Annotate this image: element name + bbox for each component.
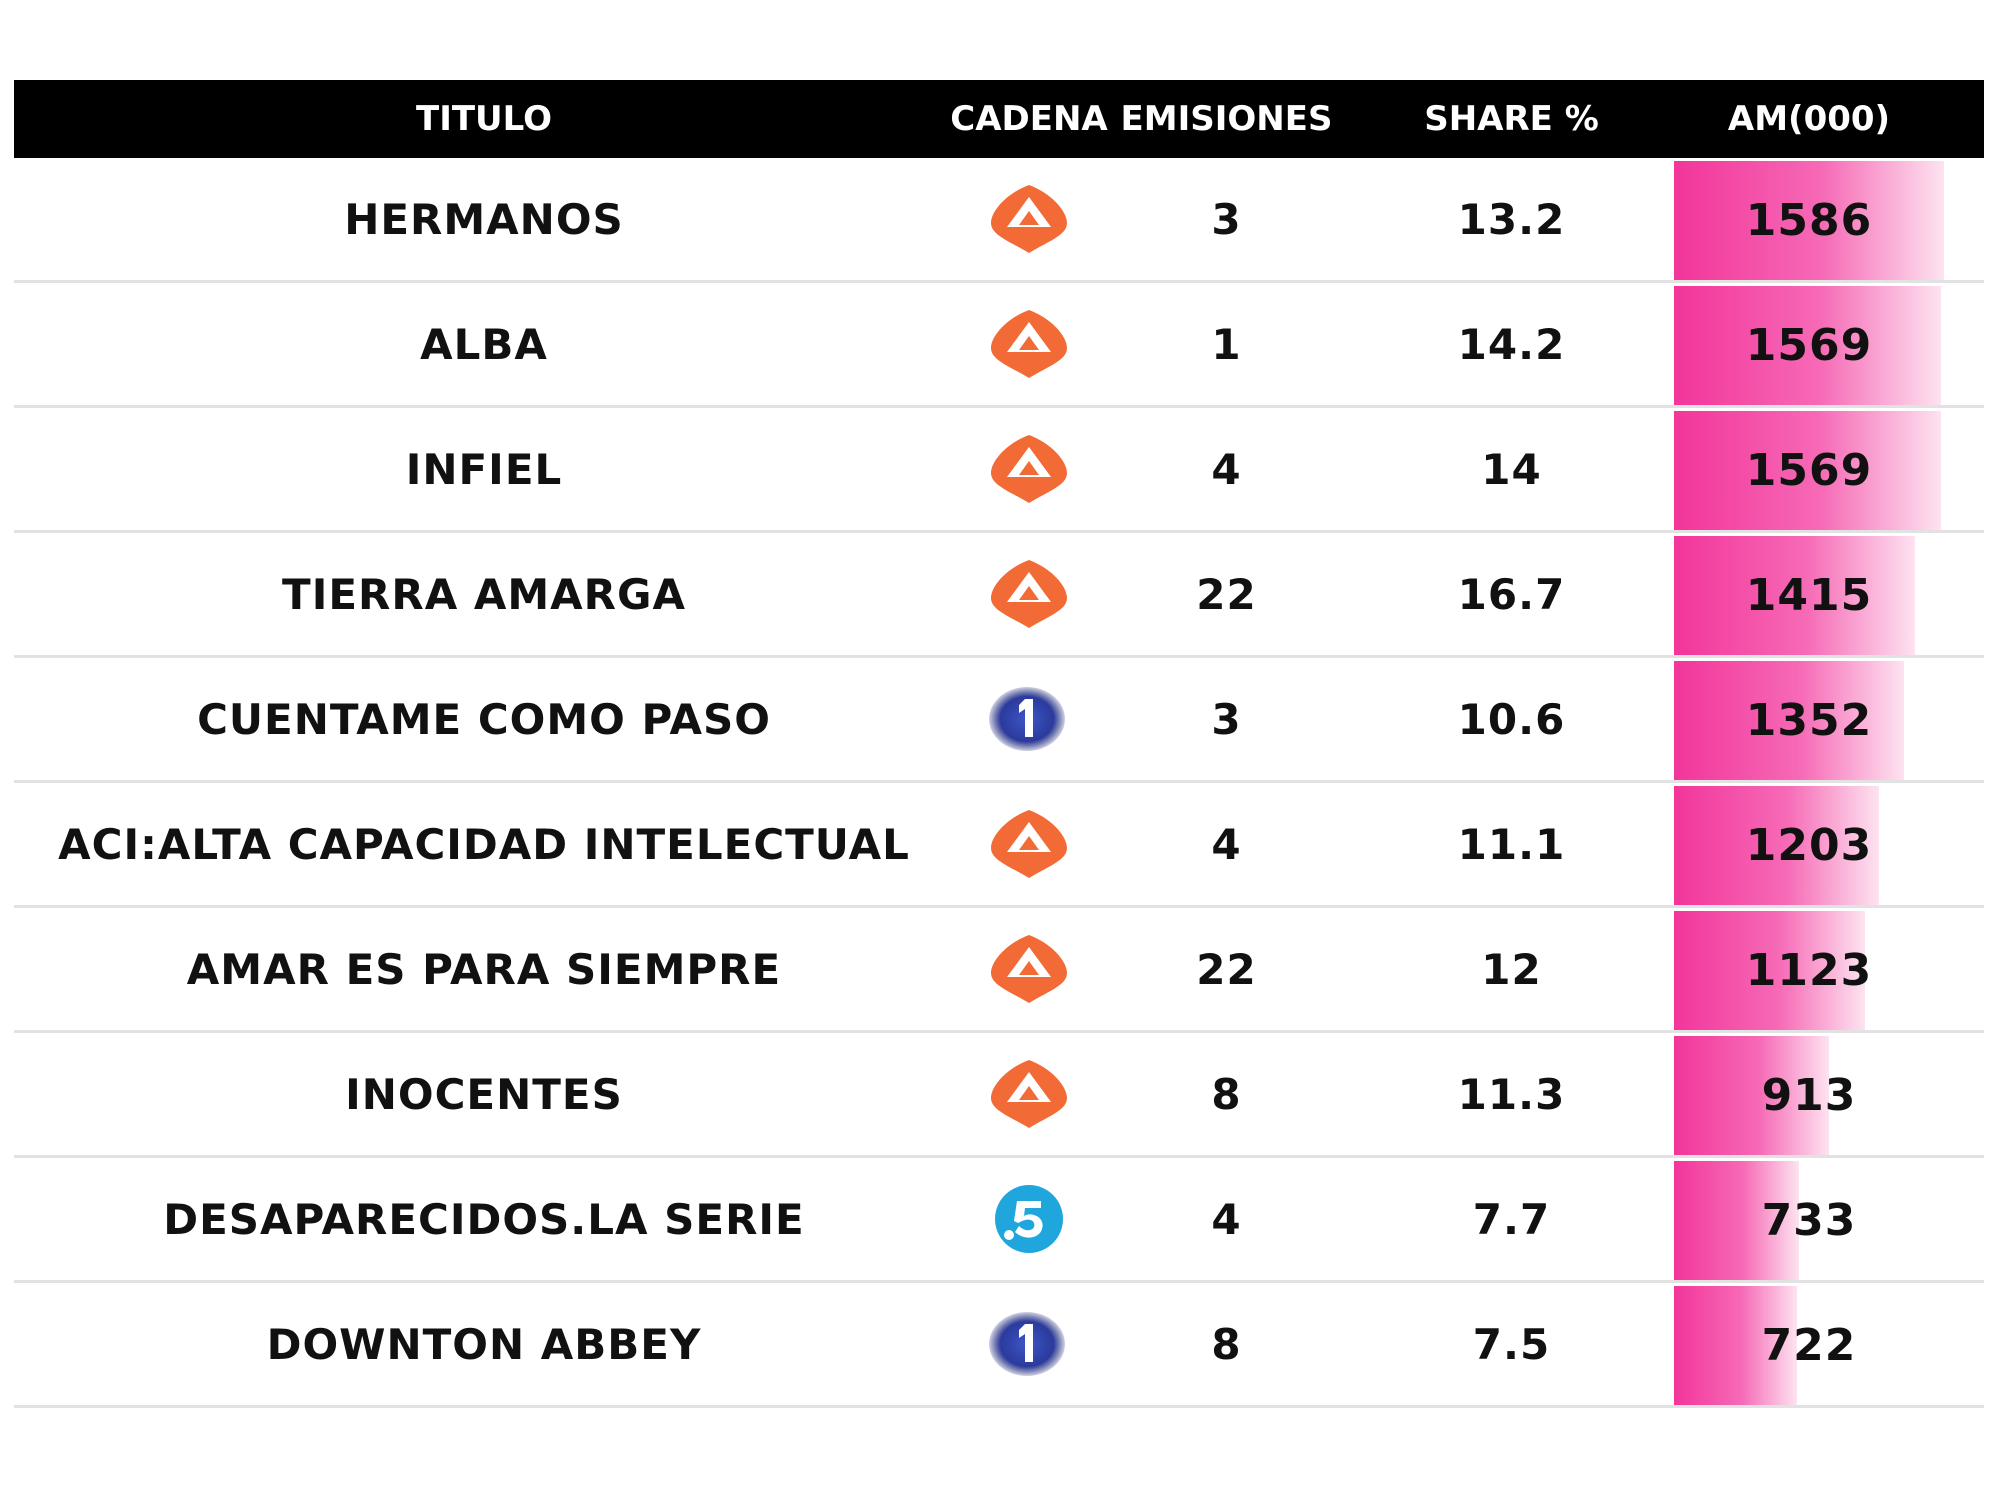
antena3-logo-icon: [987, 433, 1071, 505]
channel-logo: [954, 183, 1104, 255]
table-row: AMAR ES PARA SIEMPRE 22 12 1123: [14, 908, 1984, 1033]
row-share: 16.7: [1457, 569, 1566, 619]
row-title: DOWNTON ABBEY: [266, 1319, 702, 1369]
row-emisiones: 22: [1196, 569, 1257, 619]
row-emisiones: 8: [1211, 1319, 1242, 1369]
row-emisiones: 1: [1211, 319, 1242, 369]
table-row: ALBA 1 14.2 1569: [14, 283, 1984, 408]
row-emisiones: 3: [1211, 694, 1242, 744]
row-am-cell: 1569: [1674, 286, 1944, 405]
row-am-cell: 722: [1674, 1286, 1944, 1405]
row-am-value: 1415: [1745, 570, 1873, 621]
row-am-value: 1123: [1745, 945, 1873, 996]
table-row: ACI:ALTA CAPACIDAD INTELECTUAL 4 11.1 1203: [14, 783, 1984, 908]
am-bar: [1674, 1036, 1829, 1155]
antena3-logo-icon: [987, 808, 1071, 880]
row-share: 13.2: [1457, 194, 1566, 244]
row-title: AMAR ES PARA SIEMPRE: [186, 944, 782, 994]
channel-logo: [954, 933, 1104, 1005]
row-am-value: 1352: [1745, 695, 1873, 746]
row-title: DESAPARECIDOS.LA SERIE: [163, 1194, 805, 1244]
table-row: INFIEL 4 14 1569: [14, 408, 1984, 533]
channel-logo: [954, 1058, 1104, 1130]
row-am-cell: 1569: [1674, 411, 1944, 530]
row-share: 7.7: [1472, 1194, 1551, 1244]
row-am-value: 1569: [1745, 320, 1873, 371]
am-bar: [1674, 536, 1915, 655]
la1-logo-icon: [987, 1308, 1071, 1380]
channel-logo: [954, 1183, 1104, 1255]
la1-logo-icon: [987, 683, 1071, 755]
row-am-value: 733: [1761, 1195, 1857, 1246]
table-header: TITULO CADENA EMISIONES SHARE % AM(000): [14, 80, 1984, 158]
channel-logo: [954, 808, 1104, 880]
row-title: TIERRA AMARGA: [282, 569, 686, 619]
row-share: 12: [1481, 944, 1542, 994]
row-share: 10.6: [1457, 694, 1566, 744]
header-am: AM(000): [1727, 99, 1891, 139]
am-bar: [1674, 786, 1879, 905]
row-title: ALBA: [420, 319, 548, 369]
row-title: INOCENTES: [345, 1069, 623, 1119]
row-am-cell: 913: [1674, 1036, 1944, 1155]
header-share: SHARE %: [1424, 99, 1599, 139]
row-am-cell: 733: [1674, 1161, 1944, 1280]
channel-logo: [954, 558, 1104, 630]
am-bar: [1674, 161, 1944, 280]
telecinco-logo-icon: [987, 1183, 1071, 1255]
row-emisiones: 3: [1211, 194, 1242, 244]
antena3-logo-icon: [987, 183, 1071, 255]
am-bar: [1674, 1286, 1797, 1405]
row-am-value: 1203: [1745, 820, 1873, 871]
am-bar: [1674, 1161, 1799, 1280]
row-am-cell: 1123: [1674, 911, 1944, 1030]
antena3-logo-icon: [987, 558, 1071, 630]
channel-logo: [954, 308, 1104, 380]
row-am-cell: 1203: [1674, 786, 1944, 905]
table-body: HERMANOS 3 13.2 1586 ALBA 1 14.2 1569 INFIEL 4 14 1…: [14, 158, 1984, 1408]
row-am-cell: 1415: [1674, 536, 1944, 655]
header-cadena: CADENA: [950, 99, 1108, 139]
row-am-cell: 1352: [1674, 661, 1944, 780]
row-am-value: 913: [1761, 1070, 1857, 1121]
antena3-logo-icon: [987, 308, 1071, 380]
row-share: 11.3: [1457, 1069, 1566, 1119]
row-share: 11.1: [1457, 819, 1566, 869]
row-share: 14: [1481, 444, 1542, 494]
row-title: INFIEL: [405, 444, 563, 494]
row-am-cell: 1586: [1674, 161, 1944, 280]
row-emisiones: 4: [1211, 819, 1242, 869]
antena3-logo-icon: [987, 933, 1071, 1005]
table-row: TIERRA AMARGA 22 16.7 1415: [14, 533, 1984, 658]
row-emisiones: 22: [1196, 944, 1257, 994]
row-title: CUENTAME COMO PASO: [197, 694, 771, 744]
row-am-value: 1569: [1745, 445, 1873, 496]
table-row: DOWNTON ABBEY 8 7.5 722: [14, 1283, 1984, 1408]
row-share: 7.5: [1472, 1319, 1551, 1369]
audience-table: TITULO CADENA EMISIONES SHARE % AM(000) …: [14, 80, 1984, 1408]
row-am-value: 722: [1761, 1320, 1857, 1371]
table-row: HERMANOS 3 13.2 1586: [14, 158, 1984, 283]
channel-logo: [954, 683, 1104, 755]
channel-logo: [954, 433, 1104, 505]
row-emisiones: 8: [1211, 1069, 1242, 1119]
table-row: INOCENTES 8 11.3 913: [14, 1033, 1984, 1158]
row-am-value: 1586: [1745, 195, 1873, 246]
row-emisiones: 4: [1211, 444, 1242, 494]
am-bar: [1674, 661, 1904, 780]
header-emisiones: EMISIONES: [1120, 99, 1333, 139]
row-title: HERMANOS: [344, 194, 624, 244]
am-bar: [1674, 911, 1865, 1030]
table-row: DESAPARECIDOS.LA SERIE 4 7.7 733: [14, 1158, 1984, 1283]
row-title: ACI:ALTA CAPACIDAD INTELECTUAL: [58, 819, 910, 869]
row-share: 14.2: [1457, 319, 1566, 369]
am-bar: [1674, 411, 1941, 530]
am-bar: [1674, 286, 1941, 405]
antena3-logo-icon: [987, 1058, 1071, 1130]
row-emisiones: 4: [1211, 1194, 1242, 1244]
header-titulo: TITULO: [416, 99, 552, 139]
channel-logo: [954, 1308, 1104, 1380]
table-row: CUENTAME COMO PASO 3 10.6 1352: [14, 658, 1984, 783]
